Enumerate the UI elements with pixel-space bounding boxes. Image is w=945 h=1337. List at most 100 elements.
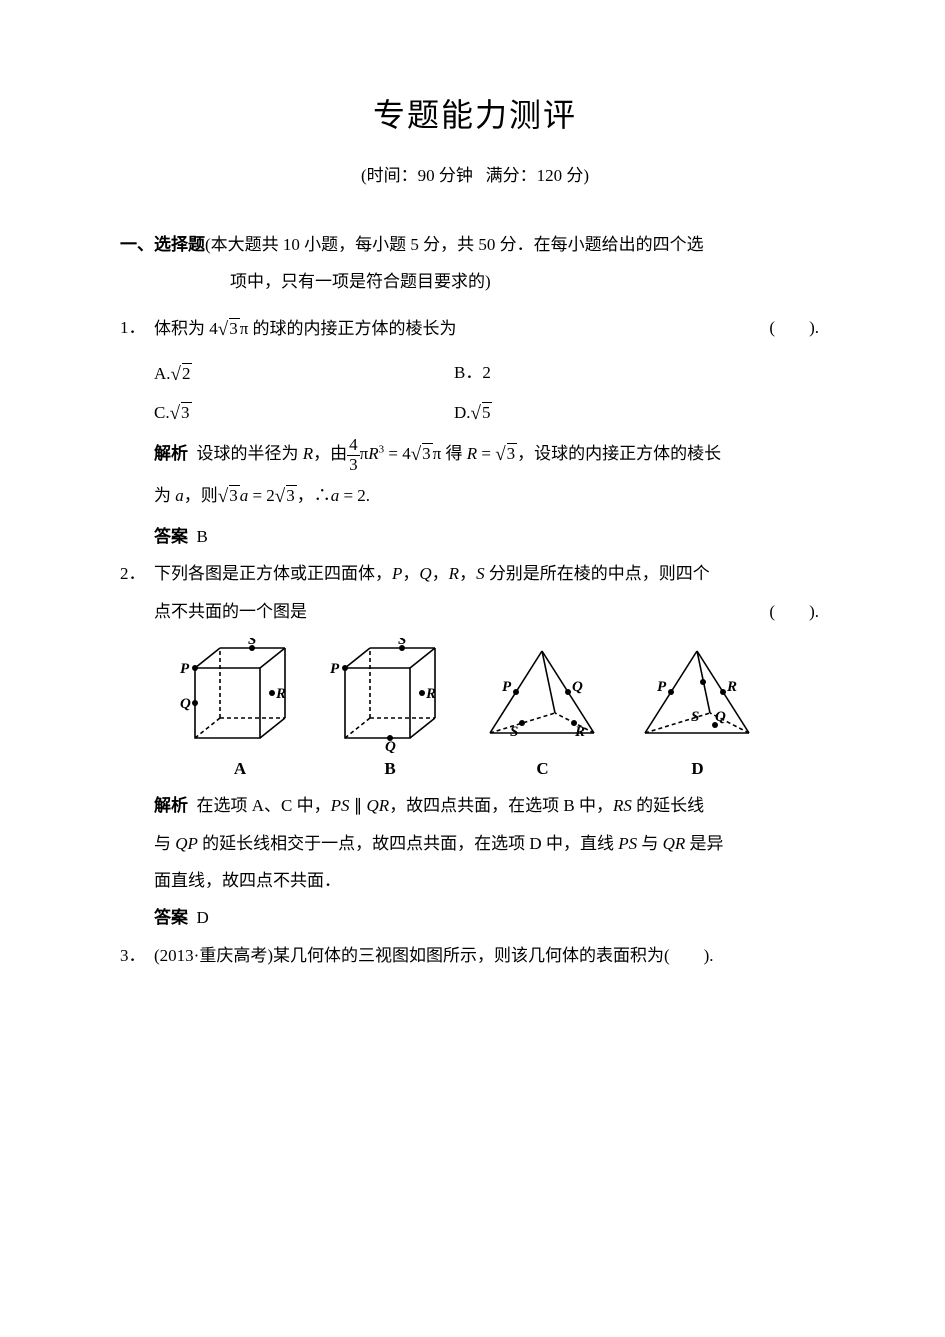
q2-S: S bbox=[476, 564, 485, 583]
q2-fig-d: P R S Q D bbox=[635, 643, 760, 779]
q1-opt-c-rad: 3 bbox=[181, 402, 192, 422]
q1-sol-label: 解析 bbox=[154, 444, 188, 463]
q2-figures: P S R Q A bbox=[180, 638, 830, 779]
q3-src: (2013·重庆高考) bbox=[154, 946, 273, 965]
q1-sol-sqrt3d: √3 bbox=[275, 476, 297, 518]
svg-text:Q: Q bbox=[715, 709, 726, 725]
q1-sol-eq2: = bbox=[477, 444, 495, 463]
q1-opt-a-label: A. bbox=[154, 364, 171, 383]
subtitle-score-label: 满分： bbox=[486, 166, 537, 185]
cube-b-icon: P S R Q bbox=[330, 638, 450, 753]
q2-solution: 解析 在选项 A、C 中，PS ∥ QR，故四点共面，在选项 B 中，RS 的延… bbox=[154, 787, 830, 899]
q2-P: P bbox=[392, 564, 402, 583]
q2-fig-c-label: C bbox=[480, 759, 605, 779]
subtitle-time-prefix: (时间： bbox=[361, 166, 418, 185]
q2-number: 2． bbox=[120, 555, 154, 592]
q3-stem: 某几何体的三视图如图所示，则该几何体的表面积为 bbox=[273, 946, 664, 965]
q1-sol-eq1: = 4 bbox=[384, 444, 411, 463]
q1-frac-n: 4 bbox=[347, 436, 360, 456]
q2-sol-PS2: PS bbox=[618, 834, 637, 853]
q2-sol-RS: RS bbox=[613, 796, 632, 815]
q1-opt-d-label: D. bbox=[454, 403, 471, 422]
q3-number: 3． bbox=[120, 937, 154, 974]
page-title: 专题能力测评 bbox=[120, 90, 830, 136]
q2-fig-b: P S R Q B bbox=[330, 638, 450, 779]
q1-sol-R: R bbox=[303, 444, 313, 463]
q1-radicand: 3 bbox=[229, 318, 240, 338]
q1-number: 1． bbox=[120, 309, 154, 346]
q1-sol-rad3d: 3 bbox=[286, 485, 297, 505]
q1-sol-a2: a bbox=[240, 486, 249, 505]
q2-sol2a: 与 bbox=[154, 834, 175, 853]
q1-answer-line: 答案 B bbox=[154, 518, 830, 555]
svg-text:P: P bbox=[330, 661, 340, 677]
q1-sol-2c: ，∴ bbox=[297, 486, 331, 505]
q1-solution: 解析 设球的半径为 R，由43πR3 = 4√3π 得 R = √3，设球的内接… bbox=[154, 434, 830, 518]
q2-sol1b: ，故四点共面，在选项 B 中， bbox=[389, 796, 613, 815]
q1-opt-c-label: C. bbox=[154, 403, 170, 422]
section-1-desc-1: (本大题共 10 小题，每小题 5 分，共 50 分．在每小题给出的四个选 bbox=[205, 235, 704, 254]
svg-text:R: R bbox=[275, 686, 286, 702]
q2-sol-QP: QP bbox=[175, 834, 198, 853]
svg-text:R: R bbox=[726, 679, 737, 695]
subtitle-time-unit: 分钟 bbox=[435, 166, 473, 185]
q1-options-row2: C.√3 D.√5 bbox=[154, 394, 830, 434]
svg-text:S: S bbox=[691, 709, 699, 725]
subtitle-score-unit: 分) bbox=[562, 166, 589, 185]
q1-sol-a3: a bbox=[331, 486, 340, 505]
q1-sqrt3: √3 bbox=[218, 309, 240, 351]
q1-opt-d-rad: 5 bbox=[482, 402, 493, 422]
subtitle-score-value: 120 bbox=[537, 166, 563, 185]
q2-sol-PS: PS bbox=[331, 796, 350, 815]
q2-line1b: 分别是所在棱的中点，则四个 bbox=[485, 564, 710, 583]
q2-paren: ( ). bbox=[769, 593, 819, 630]
q1-opt-a-rad: 2 bbox=[182, 363, 193, 383]
svg-text:R: R bbox=[425, 686, 436, 702]
q1-sol-rad3a: 3 bbox=[422, 443, 433, 463]
q1-opt-a: A.√2 bbox=[154, 355, 454, 395]
q1-stem-a: 体积为 bbox=[154, 319, 209, 338]
q2-sol2d: 是异 bbox=[685, 834, 723, 853]
section-1-desc-2: 项中，只有一项是符合题目要求的) bbox=[120, 263, 830, 300]
svg-text:Q: Q bbox=[180, 696, 191, 712]
svg-text:Q: Q bbox=[572, 679, 583, 695]
q1-opt-c: C.√3 bbox=[154, 394, 454, 434]
q2-sol-par: ∥ bbox=[350, 796, 367, 815]
q1-opt-c-sqrt: √3 bbox=[170, 394, 192, 434]
q2-sol-label: 解析 bbox=[154, 796, 188, 815]
q2-sol1: 在选项 A、C 中， bbox=[197, 796, 331, 815]
q2-fig-c: P Q R S C bbox=[480, 643, 605, 779]
q2-ans-label: 答案 bbox=[154, 908, 188, 927]
q2-R: R bbox=[449, 564, 459, 583]
q1-opt-a-sqrt: √2 bbox=[171, 355, 193, 395]
q1-sol-2b: ，则 bbox=[184, 486, 218, 505]
q2-fig-a: P S R Q A bbox=[180, 638, 300, 779]
q1-options-row1: A.√2 B．2 bbox=[154, 355, 830, 395]
q2-fig-d-label: D bbox=[635, 759, 760, 779]
svg-text:S: S bbox=[510, 724, 518, 740]
subtitle: (时间：90 分钟 满分：120 分) bbox=[120, 161, 830, 186]
q3-paren: ( ). bbox=[664, 946, 714, 965]
q2-sol3: 面直线，故四点不共面． bbox=[154, 871, 341, 890]
q2-fig-b-label: B bbox=[330, 759, 450, 779]
q2-Q: Q bbox=[419, 564, 431, 583]
q2-fig-a-label: A bbox=[180, 759, 300, 779]
svg-text:P: P bbox=[180, 661, 190, 677]
tetra-d-icon: P R S Q bbox=[635, 643, 760, 753]
q1-sol-eq4: = 2. bbox=[339, 486, 370, 505]
subtitle-time-value: 90 bbox=[418, 166, 435, 185]
q2-sol2b: 的延长线相交于一点，故四点共面，在选项 D 中，直线 bbox=[198, 834, 618, 853]
q1-opt-d-sqrt: √5 bbox=[471, 394, 493, 434]
svg-text:Q: Q bbox=[385, 739, 396, 753]
q1-sol-sqrt3b: √3 bbox=[495, 434, 517, 476]
question-2: 2． 下列各图是正方体或正四面体，P，Q，R，S 分别是所在棱的中点，则四个 点… bbox=[120, 555, 830, 630]
q1-sol-rad3c: 3 bbox=[229, 485, 240, 505]
q1-sol-a: a bbox=[175, 486, 184, 505]
q1-sol-1d: ，设球的内接正方体的棱长 bbox=[517, 444, 721, 463]
q1-coef: 4 bbox=[209, 319, 218, 338]
q1-opt-b: B．2 bbox=[454, 355, 754, 395]
q1-frac: 43 bbox=[347, 436, 360, 474]
q2-sol2c: 与 bbox=[637, 834, 663, 853]
q1-frac-d: 3 bbox=[347, 456, 360, 475]
q2-sol-QR2: QR bbox=[663, 834, 686, 853]
